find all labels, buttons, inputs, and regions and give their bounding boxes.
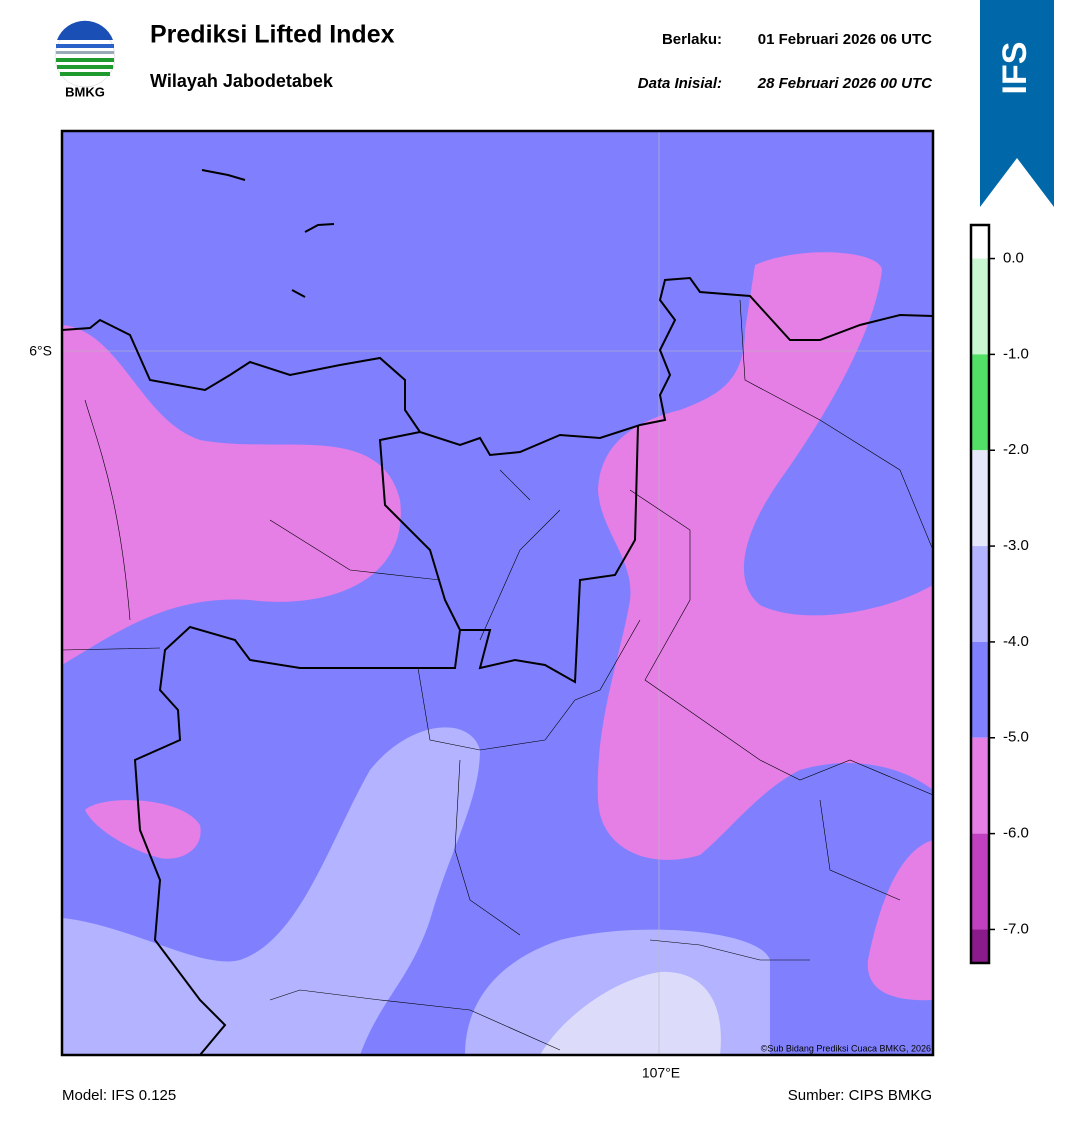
- colorbar-tick-label: -1.0: [1003, 345, 1029, 362]
- colorbar-band: [971, 641, 989, 738]
- init-label: Data Inisial:: [638, 75, 722, 92]
- badge: [980, 0, 1054, 207]
- contour-region: [62, 727, 480, 1055]
- coastline: [62, 276, 933, 457]
- colorbar: 0.0 -1.0 -2.0 -3.0 -4.0 -5.0 -6.0 -7.0: [969, 223, 1029, 965]
- map-frame: [60, 129, 935, 1057]
- footer-source: Sumber: CIPS BMKG: [788, 1087, 932, 1104]
- island: [201, 169, 335, 298]
- colorbar-tick-label: -5.0: [1003, 729, 1029, 746]
- colorbar-band: [971, 354, 989, 451]
- contour-region: [62, 325, 401, 665]
- valid-label: Berlaku:: [662, 31, 722, 48]
- colorbar-band: [971, 258, 989, 355]
- colorbar-band: [971, 225, 989, 259]
- contour-region: [597, 252, 933, 860]
- init-time: 28 Februari 2026 00 UTC: [757, 75, 933, 92]
- colorbar-band: [971, 450, 989, 547]
- colorbar-tick-label: -3.0: [1003, 537, 1029, 554]
- valid-time: 01 Februari 2026 06 UTC: [758, 31, 932, 48]
- contour-region: [540, 971, 721, 1055]
- colorbar-tick-label: -2.0: [1003, 441, 1029, 458]
- colorbar-tick-label: -7.0: [1003, 920, 1029, 937]
- colorbar-band: [971, 833, 989, 930]
- lat-label: 6°S: [29, 343, 52, 359]
- colorbar-tick-label: -4.0: [1003, 633, 1029, 650]
- colorbar-band: [971, 929, 989, 963]
- lon-label: 107°E: [642, 1065, 680, 1081]
- logo: BMKG: [54, 20, 116, 99]
- province-border: [133, 424, 639, 1055]
- subtitle: Wilayah Jabodetabek: [150, 71, 334, 91]
- colorbar-frame: [969, 223, 991, 965]
- contour-region: [867, 840, 933, 1001]
- contour-region: [85, 800, 201, 859]
- colorbar-tick-label: 0.0: [1003, 250, 1024, 267]
- colorbar-band: [971, 737, 989, 834]
- badge-text: IFS: [996, 42, 1034, 95]
- credit: ©Sub Bidang Prediksi Cuaca BMKG, 2026: [761, 1043, 931, 1053]
- logo-text: BMKG: [65, 84, 105, 99]
- regency-border: [62, 299, 933, 1051]
- colorbar-tick-label: -6.0: [1003, 825, 1029, 842]
- map: 6°S 107°E ©Sub Bidang Prediksi Cuaca BMK…: [29, 129, 935, 1081]
- title: Prediksi Lifted Index: [150, 21, 395, 49]
- colorbar-band: [971, 546, 989, 642]
- footer-model: Model: IFS 0.125: [62, 1087, 176, 1104]
